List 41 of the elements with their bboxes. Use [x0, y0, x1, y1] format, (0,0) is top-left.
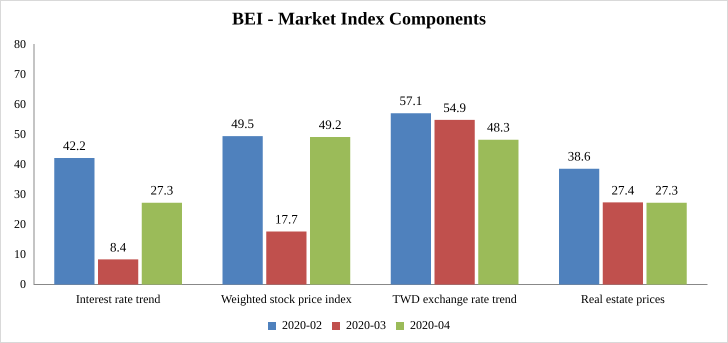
data-label: 17.7	[275, 211, 298, 226]
y-tick-label: 40	[14, 156, 26, 171]
x-tick-label: Interest rate trend	[76, 292, 160, 306]
data-label: 42.2	[63, 138, 86, 153]
y-tick-label: 0	[20, 276, 26, 291]
y-tick-label: 50	[14, 126, 26, 141]
legend-label: 2020-02	[282, 318, 322, 332]
legend-label: 2020-04	[410, 318, 450, 332]
data-label: 8.4	[110, 239, 127, 254]
data-label: 27.3	[150, 182, 174, 198]
y-tick-label: 30	[14, 186, 26, 201]
y-tick-label: 10	[14, 246, 26, 261]
bar	[434, 120, 475, 285]
bar	[478, 140, 518, 285]
bar	[559, 168, 600, 285]
bar	[98, 259, 138, 285]
bar	[266, 232, 306, 285]
data-label: 48.3	[486, 120, 510, 135]
data-label: 27.4	[612, 182, 635, 198]
bar	[646, 202, 687, 285]
data-label: 49.5	[231, 116, 254, 132]
data-label: 49.2	[318, 116, 342, 132]
y-tick-label: 80	[14, 36, 26, 51]
data-label: 57.1	[400, 93, 422, 108]
bar	[222, 136, 263, 285]
bar	[390, 113, 432, 285]
data-label: 54.9	[443, 100, 466, 115]
y-tick-label: 20	[14, 216, 26, 231]
bar	[142, 202, 182, 285]
data-label: 27.3	[655, 182, 678, 198]
bar	[602, 202, 643, 285]
x-tick-label: Weighted stock price index	[221, 292, 352, 306]
legend-label: 2020-03	[346, 318, 386, 332]
y-tick-label: 60	[14, 96, 26, 111]
bar	[310, 137, 350, 285]
chart-title: BEI - Market Index Components	[232, 8, 486, 28]
x-tick-label: TWD exchange rate trend	[392, 292, 517, 306]
x-tick-label: Real estate prices	[580, 292, 666, 306]
bar	[54, 158, 95, 285]
y-tick-label: 70	[14, 66, 26, 81]
data-label: 38.6	[568, 148, 592, 164]
